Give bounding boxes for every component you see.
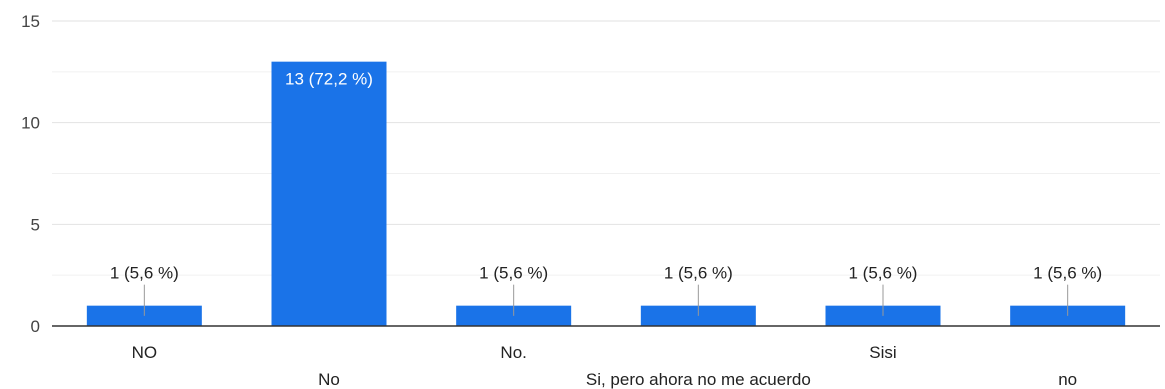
- gridlines: [52, 20, 1160, 276]
- y-tick-label: 5: [31, 215, 40, 234]
- data-label: 1 (5,6 %): [664, 264, 733, 283]
- y-tick-label: 15: [21, 12, 40, 31]
- data-label-leaders: [143, 284, 1069, 316]
- x-category-label: Sisi: [869, 343, 896, 362]
- data-label: 1 (5,6 %): [110, 264, 179, 283]
- y-tick-label: 0: [31, 317, 40, 336]
- x-category-label: No.: [500, 343, 526, 362]
- data-label: 13 (72,2 %): [285, 70, 373, 89]
- y-tick-label: 10: [21, 114, 40, 133]
- x-category-label: Si, pero ahora no me acuerdo: [586, 370, 811, 389]
- data-label: 1 (5,6 %): [1033, 264, 1102, 283]
- x-axis-category-labels: NO No No. Si, pero ahora no me acuerdo Sisi n…: [132, 343, 1078, 389]
- data-label: 1 (5,6 %): [849, 264, 918, 283]
- x-category-label: No: [318, 370, 340, 389]
- x-category-label: no: [1058, 370, 1077, 389]
- data-labels: 1 (5,6 %) 13 (72,2 %) 1 (5,6 %) 1 (5,6 %) 1 …: [110, 70, 1102, 283]
- bars: [86, 61, 1126, 327]
- bar-1: [271, 61, 387, 327]
- x-category-label: NO: [132, 343, 158, 362]
- y-axis-tick-labels: 0 5 10 15: [21, 12, 40, 336]
- data-label: 1 (5,6 %): [479, 264, 548, 283]
